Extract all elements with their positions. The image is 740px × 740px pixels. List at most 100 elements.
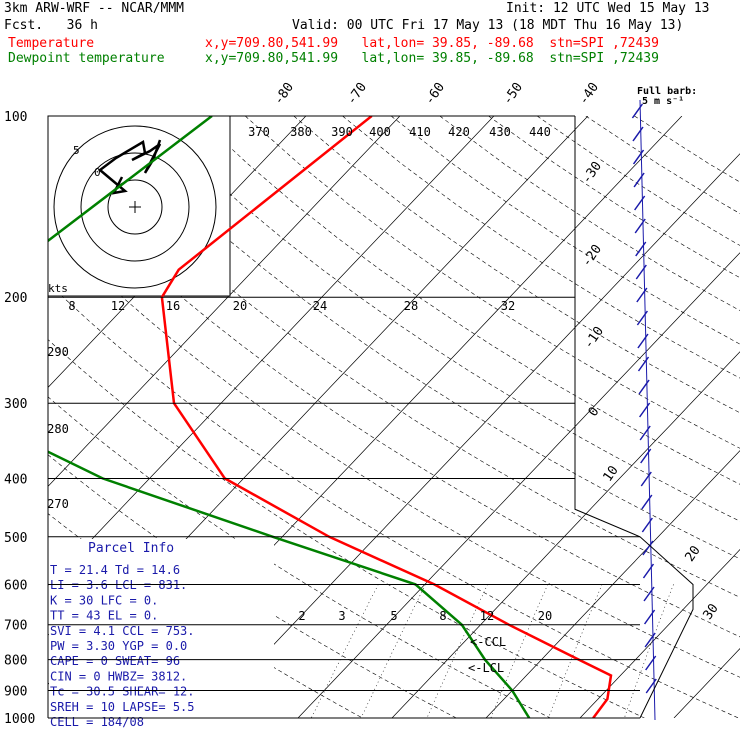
dry-adiabat	[196, 116, 740, 485]
hodograph-speed-label: 16	[166, 299, 180, 313]
isotherm	[48, 116, 307, 388]
isotherm-label: -40	[576, 80, 602, 108]
pressure-label: 200	[4, 291, 27, 306]
wind-barb	[637, 356, 650, 372]
wind-barb	[640, 448, 652, 464]
theta-label: 420	[448, 125, 470, 139]
isotherm	[579, 548, 740, 718]
pressure-label: 400	[4, 472, 27, 487]
wind-barb	[640, 471, 652, 487]
right-edge	[574, 116, 694, 719]
wind-barb	[641, 517, 653, 533]
dry-adiabat	[48, 396, 551, 718]
isotherm-label: 10	[600, 463, 621, 484]
isotherm-label: 30	[700, 601, 721, 622]
valid-time: Valid: 00 UTC Fri 17 May 13 (18 MDT Thu …	[292, 18, 684, 33]
dry-adiabat	[585, 116, 740, 214]
temperature-location: x,y=709.80,541.99 lat,lon= 39.85, -89.68…	[205, 36, 659, 51]
wind-legend: Full barb:	[637, 86, 697, 97]
dewpoint-location: x,y=709.80,541.99 lat,lon= 39.85, -89.68…	[205, 51, 659, 66]
mixing-ratio-line	[311, 584, 379, 718]
wind-barb	[635, 241, 647, 257]
theta-label: 440	[529, 125, 551, 139]
isotherm-label: -60	[422, 80, 448, 108]
wind-barb	[634, 218, 646, 234]
wind-barb	[645, 678, 657, 694]
theta-label: 430	[489, 125, 511, 139]
parcel-info-panel: Parcel Info T = 21.4 Td = 14.6LI = 3.6 LC…	[49, 539, 274, 729]
dry-adiabat	[342, 116, 740, 379]
isotherm-label: 20	[682, 543, 703, 564]
hodograph-speed-label: 8	[68, 299, 75, 313]
wind-barb	[643, 609, 656, 625]
dry-adiabat	[536, 116, 740, 246]
hodograph-speed-label: 28	[404, 299, 418, 313]
dry-adiabat	[48, 225, 740, 678]
dry-adiabat	[488, 116, 740, 279]
pressure-label: 1000	[4, 712, 35, 727]
wind-barb	[641, 494, 653, 510]
mixing-ratio-label: 12	[480, 609, 494, 623]
lcl-label: <-LCL	[468, 661, 504, 675]
theta-label: 390	[331, 125, 353, 139]
hodograph-speed-label: 20	[233, 299, 247, 313]
parcel-info-title: Parcel Info	[88, 541, 174, 556]
parcel-info-row: LI = 3.6 LCL = 831.	[50, 578, 187, 592]
mixing-ratio-line	[548, 584, 603, 718]
pressure-label: 300	[4, 397, 27, 412]
pressure-label: 700	[4, 619, 27, 634]
dry-adiabat	[98, 116, 740, 560]
hodograph-speed-label: 24	[313, 299, 327, 313]
hodograph-speed-label: 12	[111, 299, 125, 313]
dewpoint-legend: Dewpoint temperature	[8, 51, 165, 66]
wind-barb	[636, 310, 649, 326]
parcel-info-row: SREH = 10 LAPSE= 5.5	[50, 700, 195, 714]
hodograph-ring-label: 5	[73, 144, 80, 157]
hodograph-ring	[107, 179, 163, 235]
parcel-info-row: CIN = 0 HWBZ= 3812.	[50, 669, 187, 683]
mixing-ratio-line	[624, 584, 674, 718]
theta-side-label: 270	[47, 497, 69, 511]
wind-barb	[643, 586, 655, 602]
hodograph-frame	[47, 115, 231, 297]
wind-barb	[632, 126, 644, 142]
isotherm	[391, 351, 740, 718]
wind-barb	[635, 264, 647, 280]
wind-barbs: Full barb:5 m s⁻¹	[631, 86, 697, 721]
pressure-label: 500	[4, 531, 27, 546]
mixing-ratio-line	[360, 584, 426, 718]
wind-barb	[632, 149, 645, 165]
parcel-info-bg	[49, 539, 274, 718]
mixing-ratio-label: 2	[298, 609, 305, 623]
theta-side-label: 290	[47, 345, 69, 359]
dry-adiabat	[390, 116, 740, 345]
mixing-ratio-label: 3	[338, 609, 345, 623]
isotherm	[485, 450, 740, 718]
parcel-info-row: PW = 3.30 YGP = 0.0	[50, 639, 187, 653]
theta-label: 370	[248, 125, 270, 139]
mixing-ratio-label: 8	[439, 609, 446, 623]
isotherm-label: -20	[579, 242, 605, 270]
pressure-label: 600	[4, 578, 27, 593]
theta-label: 380	[290, 125, 312, 139]
wind-legend-unit: 5 m s⁻¹	[642, 96, 684, 107]
hodograph-unit: kts	[48, 282, 68, 295]
theta-side-label: 280	[47, 422, 69, 436]
ccl-label: <-CCL	[470, 635, 506, 649]
isotherm-label: -50	[500, 80, 526, 108]
hodograph-ring	[53, 125, 217, 289]
mixing-ratio-label: 20	[538, 609, 552, 623]
parcel-info-row: TT = 43 EL = 0.	[50, 609, 158, 623]
wind-staff-axis	[639, 99, 656, 721]
wind-barb	[634, 195, 646, 211]
wind-barb	[638, 402, 651, 418]
parcel-info-row: SVI = 4.1 CCL = 753.	[50, 624, 195, 638]
model-title: 3km ARW-WRF -- NCAR/MMM	[4, 1, 185, 16]
parcel-info-row: Tc = 30.5 SHEAR= 12.	[50, 685, 195, 699]
wind-barb	[633, 172, 645, 188]
pressure-label: 800	[4, 654, 27, 669]
wind-barb	[644, 632, 656, 648]
dry-adiabat	[439, 116, 740, 311]
forecast-hour: Fcst. 36 h	[4, 18, 98, 33]
theta-label: 400	[369, 125, 391, 139]
